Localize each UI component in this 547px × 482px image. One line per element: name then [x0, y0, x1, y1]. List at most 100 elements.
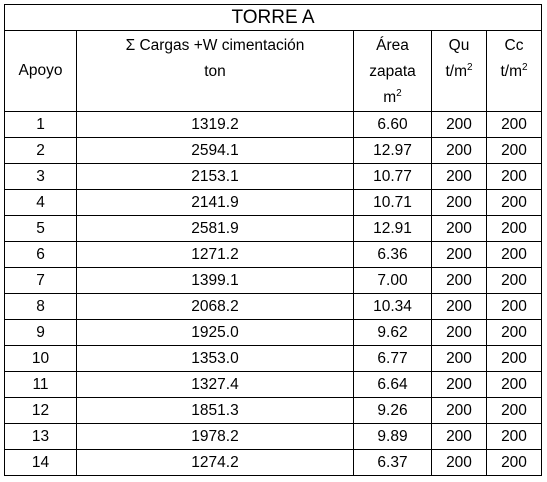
table-row: 5 2581.9 12.91 200 200 [4, 215, 542, 242]
cell-area: 6.36 [353, 241, 432, 268]
cell-apoyo: 7 [4, 267, 77, 294]
table-row: 10 1353.0 6.77 200 200 [4, 345, 542, 372]
cell-apoyo: 5 [4, 215, 77, 242]
cell-area: 6.37 [353, 449, 432, 476]
header-cargas: Σ Cargas +W cimentación ton [76, 30, 354, 112]
cell-cc: 200 [486, 137, 542, 164]
header-qu-unit: t/m2 [445, 61, 473, 80]
cell-apoyo: 3 [4, 163, 77, 190]
cell-cargas: 2153.1 [76, 163, 354, 190]
cell-cargas: 2141.9 [76, 189, 354, 216]
cell-cargas: 1978.2 [76, 423, 354, 450]
header-area-label: Área [376, 37, 409, 54]
cell-cargas: 2581.9 [76, 215, 354, 242]
header-cargas-unit: ton [204, 63, 226, 80]
header-cc-unit: t/m2 [500, 61, 528, 80]
cell-cargas: 1271.2 [76, 241, 354, 268]
table-row: 14 1274.2 6.37 200 200 [4, 449, 542, 476]
cell-cc: 200 [486, 267, 542, 294]
header-cc: Cc t/m2 [486, 30, 542, 112]
cell-area: 6.64 [353, 371, 432, 398]
cell-cargas: 2594.1 [76, 137, 354, 164]
cell-qu: 200 [431, 137, 487, 164]
header-cargas-label: Σ Cargas +W cimentación [125, 37, 305, 54]
cell-apoyo: 4 [4, 189, 77, 216]
header-apoyo-label: Apoyo [18, 62, 63, 79]
header-area-label-2: zapata [369, 63, 416, 80]
cell-qu: 200 [431, 397, 487, 424]
cell-cargas: 1353.0 [76, 345, 354, 372]
cell-qu: 200 [431, 241, 487, 268]
cell-qu: 200 [431, 293, 487, 320]
cell-cargas: 1274.2 [76, 449, 354, 476]
cell-qu: 200 [431, 267, 487, 294]
cell-area: 10.77 [353, 163, 432, 190]
cell-apoyo: 10 [4, 345, 77, 372]
table-row: 4 2141.9 10.71 200 200 [4, 189, 542, 216]
table-row: 2 2594.1 12.97 200 200 [4, 137, 542, 164]
cell-apoyo: 13 [4, 423, 77, 450]
cell-qu: 200 [431, 189, 487, 216]
cell-qu: 200 [431, 423, 487, 450]
cell-area: 6.60 [353, 111, 432, 138]
header-qu-label: Qu [448, 37, 470, 54]
cell-cc: 200 [486, 449, 542, 476]
cell-cargas: 1399.1 [76, 267, 354, 294]
cell-cc: 200 [486, 293, 542, 320]
table-row: 6 1271.2 6.36 200 200 [4, 241, 542, 268]
torre-a-table: TORRE A Apoyo Σ Cargas +W cimentación to… [4, 4, 542, 476]
header-cc-label: Cc [504, 37, 524, 54]
header-area-unit: m2 [383, 87, 402, 106]
cell-cargas: 1327.4 [76, 371, 354, 398]
cell-apoyo: 14 [4, 449, 77, 476]
cell-area: 9.89 [353, 423, 432, 450]
cell-qu: 200 [431, 371, 487, 398]
cell-qu: 200 [431, 215, 487, 242]
cell-cc: 200 [486, 163, 542, 190]
cell-cc: 200 [486, 423, 542, 450]
cell-qu: 200 [431, 319, 487, 346]
cell-apoyo: 11 [4, 371, 77, 398]
cell-area: 6.77 [353, 345, 432, 372]
table-row: 3 2153.1 10.77 200 200 [4, 163, 542, 190]
table-row: 7 1399.1 7.00 200 200 [4, 267, 542, 294]
table-row: 9 1925.0 9.62 200 200 [4, 319, 542, 346]
header-apoyo: Apoyo [4, 30, 77, 112]
table-row: 8 2068.2 10.34 200 200 [4, 293, 542, 320]
cell-cc: 200 [486, 319, 542, 346]
table-row: 1 1319.2 6.60 200 200 [4, 111, 542, 138]
cell-cargas: 1319.2 [76, 111, 354, 138]
cell-area: 9.62 [353, 319, 432, 346]
cell-qu: 200 [431, 163, 487, 190]
cell-area: 10.34 [353, 293, 432, 320]
header-qu: Qu t/m2 [431, 30, 487, 112]
cell-cc: 200 [486, 397, 542, 424]
cell-cc: 200 [486, 345, 542, 372]
cell-qu: 200 [431, 449, 487, 476]
cell-area: 10.71 [353, 189, 432, 216]
cell-cc: 200 [486, 241, 542, 268]
table-row: 11 1327.4 6.64 200 200 [4, 371, 542, 398]
cell-apoyo: 12 [4, 397, 77, 424]
cell-cc: 200 [486, 371, 542, 398]
table-title: TORRE A [4, 4, 542, 31]
cell-qu: 200 [431, 111, 487, 138]
cell-cc: 200 [486, 111, 542, 138]
cell-apoyo: 1 [4, 111, 77, 138]
cell-apoyo: 9 [4, 319, 77, 346]
header-row: Apoyo Σ Cargas +W cimentación ton Área z… [4, 30, 542, 112]
cell-apoyo: 8 [4, 293, 77, 320]
cell-area: 9.26 [353, 397, 432, 424]
table-row: 13 1978.2 9.89 200 200 [4, 423, 542, 450]
cell-cc: 200 [486, 189, 542, 216]
table-row: 12 1851.3 9.26 200 200 [4, 397, 542, 424]
cell-qu: 200 [431, 345, 487, 372]
cell-cargas: 2068.2 [76, 293, 354, 320]
cell-cargas: 1851.3 [76, 397, 354, 424]
header-area: Área zapata m2 [353, 30, 432, 112]
cell-area: 12.91 [353, 215, 432, 242]
cell-apoyo: 2 [4, 137, 77, 164]
cell-area: 7.00 [353, 267, 432, 294]
cell-apoyo: 6 [4, 241, 77, 268]
cell-area: 12.97 [353, 137, 432, 164]
